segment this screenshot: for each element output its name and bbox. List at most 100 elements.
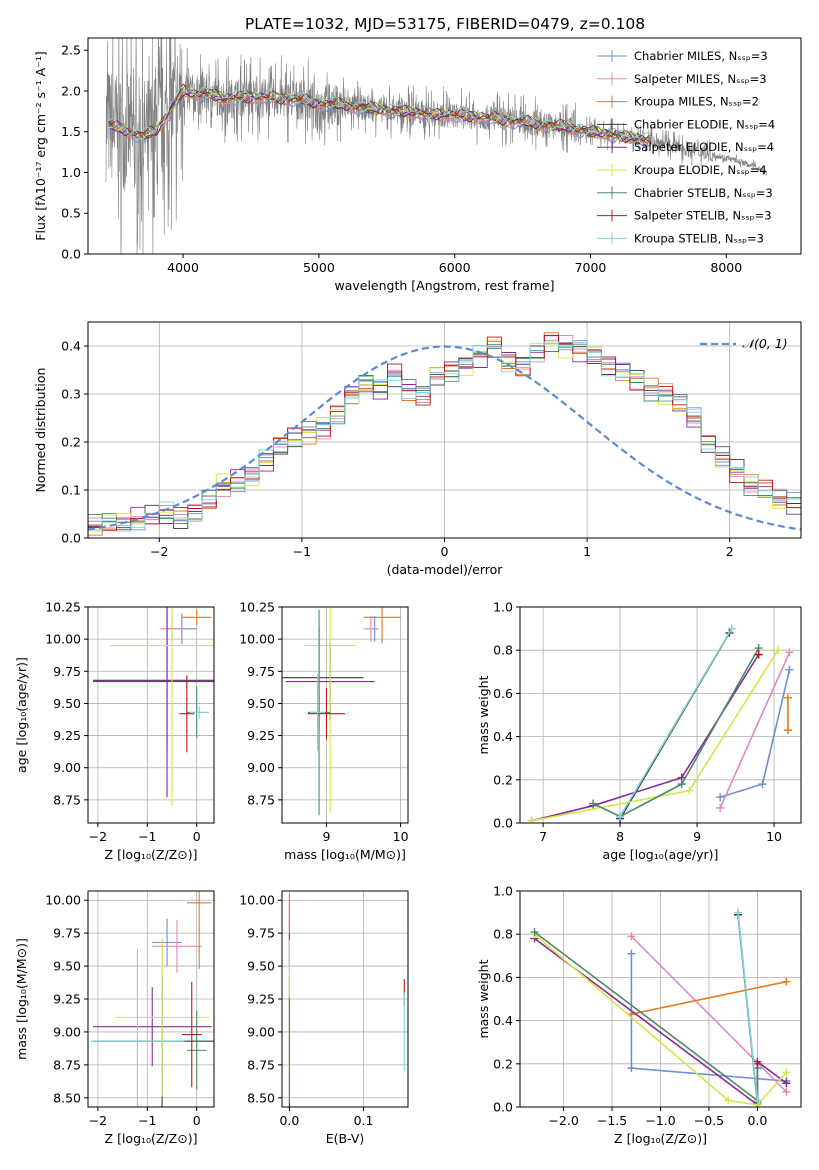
y-tick-label: 0.0 — [61, 531, 81, 546]
y-tick-label: 8.50 — [53, 1090, 81, 1105]
x-tick-label: −2 — [89, 1113, 107, 1128]
y-tick-label: 9.50 — [247, 696, 275, 711]
x-tick-label: 0 — [193, 829, 201, 844]
y-tick-label: 8.75 — [53, 1057, 81, 1072]
chart-panel-6: −2 −1 0 8.50 8.75 9.00 9.25 9.50 9.75 10.00 Z [log… — [14, 890, 215, 1146]
y-tick-label: 8.75 — [247, 792, 275, 807]
y-tick-label: 1.0 — [493, 600, 513, 615]
model-line-8 — [108, 83, 652, 142]
plot-area — [90, 891, 214, 1107]
y-tick-label: 0.8 — [493, 643, 513, 658]
y-tick-label: 9.25 — [53, 992, 81, 1007]
weight-marker — [773, 646, 782, 655]
y-tick-label: 0.3 — [61, 387, 81, 402]
gaussian-curve — [88, 345, 801, 531]
weight-line-6 — [533, 933, 788, 1106]
plot-area — [530, 908, 791, 1107]
weight-line-9 — [737, 912, 759, 1101]
y-tick-label: 10.25 — [45, 600, 81, 615]
x-tick-label: 5000 — [303, 260, 335, 275]
legend-label-2: Salpeter MILES, Nₛₛₚ=3 — [634, 72, 767, 86]
y-tick-label: 0.4 — [493, 729, 513, 744]
legend: Chabrier MILES, Nₛₛₚ=3 Salpeter MILES, Nₛ… — [597, 49, 775, 245]
y-tick-label: 0.4 — [61, 339, 81, 354]
weight-line-2 — [719, 652, 791, 809]
y-tick-label: 0.6 — [493, 970, 513, 985]
x-tick-label: −1.5 — [597, 1113, 627, 1128]
y-tick-label: 9.00 — [53, 760, 81, 775]
y-tick-label: 1.0 — [61, 165, 81, 180]
weight-line-9 — [619, 628, 733, 817]
y-tick-label: 0.2 — [61, 435, 81, 450]
chart-panel-7: 0.0 0.1 8.50 8.75 9.00 9.25 9.50 9.75 10.00 E(B-V… — [239, 890, 409, 1146]
y-tick-label: 1.5 — [61, 124, 81, 139]
y-tick-label: 9.25 — [247, 728, 275, 743]
x-axis-label: Z [log₁₀(Z/Z⊙)] — [105, 847, 198, 862]
y-axis-label: mass weight — [476, 675, 491, 754]
y-tick-label: 8.75 — [53, 792, 81, 807]
y-tick-label: 8.50 — [247, 1090, 275, 1105]
weight-marker — [753, 1096, 762, 1105]
x-tick-label: −1 — [138, 829, 156, 844]
legend-label-gaussian: 𝒩(0, 1) — [742, 336, 788, 351]
errorbar-point-7 — [186, 1010, 207, 1090]
plot-area — [282, 607, 401, 816]
errorbar-point-9 — [90, 948, 185, 1107]
y-tick-label: 2.5 — [61, 43, 81, 58]
axes-frame — [87, 37, 802, 255]
axes-frame — [87, 606, 215, 824]
x-tick-label: 0.1 — [354, 1113, 374, 1128]
weight-marker — [627, 932, 636, 941]
legend-label-1: Chabrier MILES, Nₛₛₚ=3 — [634, 49, 768, 63]
plot-area — [288, 893, 405, 1107]
x-tick-label: 0.0 — [279, 1113, 299, 1128]
weight-marker — [734, 908, 743, 917]
errorbar-point-6 — [110, 607, 214, 807]
x-axis-label: Z [log₁₀(Z/Z⊙)] — [105, 1131, 198, 1146]
weight-marker — [530, 928, 539, 937]
weight-marker — [754, 650, 763, 659]
weight-marker — [627, 949, 636, 958]
x-tick-label: 9 — [322, 829, 330, 844]
errorbar-point-6 — [115, 938, 210, 1097]
errorbar-point-6 — [304, 607, 357, 813]
errorbar-point-9 — [310, 673, 325, 751]
x-tick-label: −2 — [150, 544, 168, 559]
plot-area — [527, 624, 794, 823]
chart-panel-1: Chabrier MILES, Nₛₛₚ=3 Salpeter MILES, Nₛ… — [33, 37, 802, 293]
y-tick-label: 10.00 — [239, 893, 275, 908]
weight-marker — [527, 816, 536, 823]
panels: Chabrier MILES, Nₛₛₚ=3 Salpeter MILES, Nₛ… — [14, 37, 802, 1146]
x-tick-label: 9 — [693, 829, 701, 844]
x-tick-label: −2.0 — [548, 1113, 578, 1128]
weight-marker — [783, 726, 792, 735]
x-axis-label: mass [log₁₀(M/M⊙)] — [284, 847, 406, 862]
x-tick-label: 10 — [393, 829, 409, 844]
x-tick-label: 0.0 — [747, 1113, 767, 1128]
y-tick-label: 9.75 — [247, 926, 275, 941]
errorbar-point-8 — [179, 675, 195, 753]
y-tick-label: 9.50 — [247, 959, 275, 974]
errorbar-point-9 — [189, 706, 210, 719]
plot-area — [88, 332, 801, 536]
weight-marker — [783, 693, 792, 702]
chart-panel-5: 7 8 9 10 0.0 0.2 0.4 0.6 0.8 1.0 age [log₁₀(age/yr… — [476, 600, 802, 862]
y-tick-label: 10.00 — [45, 632, 81, 647]
weight-marker — [782, 1068, 791, 1077]
y-tick-label: 0.6 — [493, 686, 513, 701]
y-tick-label: 8.75 — [247, 1057, 275, 1072]
y-tick-label: 9.00 — [247, 1024, 275, 1039]
y-tick-label: 9.50 — [53, 696, 81, 711]
y-tick-label: 9.00 — [247, 760, 275, 775]
weight-line-3 — [631, 980, 787, 1015]
chart-panel-4: 9 10 8.75 9.00 9.25 9.50 9.75 10.00 10.25 mass [l… — [239, 600, 409, 863]
y-tick-label: 0.2 — [493, 772, 513, 787]
histogram-step-8 — [88, 335, 801, 531]
y-tick-label: 0.1 — [61, 483, 81, 498]
y-tick-label: 0.8 — [493, 927, 513, 942]
x-axis-label: Z [log₁₀(Z/Z⊙)] — [614, 1131, 707, 1146]
y-tick-label: 10.25 — [239, 600, 275, 615]
x-tick-label: −1.0 — [645, 1113, 675, 1128]
